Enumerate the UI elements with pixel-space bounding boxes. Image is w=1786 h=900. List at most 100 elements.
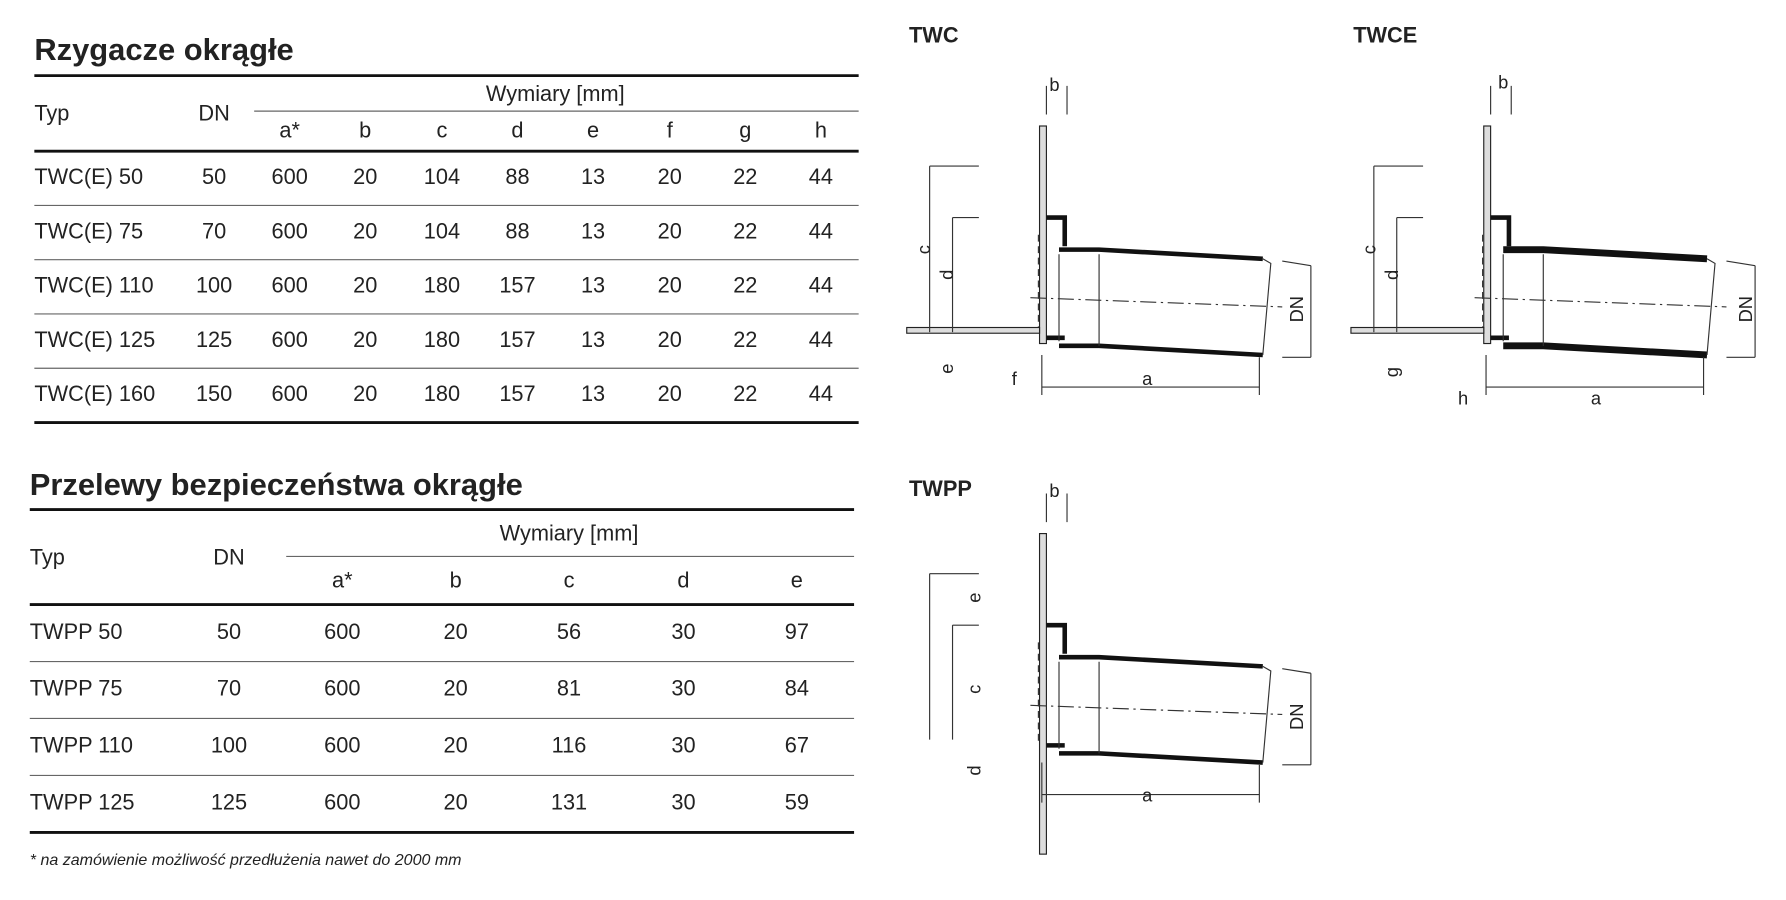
dimension-label: c [913, 245, 934, 254]
dimension-label: h [1458, 387, 1468, 408]
base-plate [1350, 326, 1485, 334]
dimension-label: DN [1286, 296, 1307, 322]
cell: 20 [658, 273, 682, 298]
header-cell: b [359, 117, 371, 142]
cell: TWPP 75 [30, 676, 123, 701]
cell: 44 [809, 164, 833, 189]
table-title: Przelewy bezpieczeństwa okrągłe [30, 467, 523, 502]
dimension [929, 85, 1312, 396]
header-cell: h [815, 117, 827, 142]
base-plate [906, 326, 1041, 334]
cell: 13 [581, 327, 605, 352]
wall-plate [1038, 533, 1047, 855]
cell: 44 [809, 273, 833, 298]
cell: 84 [785, 676, 809, 701]
cell: 20 [353, 164, 377, 189]
axis [1474, 297, 1727, 308]
dimension-label: d [936, 270, 957, 280]
cell: 180 [424, 327, 460, 352]
cell: 600 [324, 790, 360, 815]
cell: 50 [217, 619, 241, 644]
dimension-label: DN [1735, 296, 1756, 322]
header-cell: Typ [30, 545, 65, 570]
header-cell: d [511, 117, 523, 142]
diagram-drawing [906, 85, 1312, 396]
cell: 88 [505, 164, 529, 189]
cell: 50 [202, 164, 226, 189]
cell: 125 [196, 327, 232, 352]
cell: 180 [424, 273, 460, 298]
cell: 600 [324, 619, 360, 644]
diagram-title: TWCE [1353, 22, 1417, 47]
cell: 600 [272, 164, 308, 189]
cell: 600 [272, 327, 308, 352]
header-cell: DN [198, 100, 229, 125]
cell: 157 [499, 327, 535, 352]
dimension-label: b [1498, 71, 1508, 92]
cell: TWC(E) 160 [34, 381, 155, 406]
cell: 20 [353, 218, 377, 243]
cell: 70 [202, 218, 226, 243]
flange [1046, 215, 1068, 341]
header-cell: Typ [34, 100, 69, 125]
cell: 600 [324, 676, 360, 701]
dimension-label: a [1591, 387, 1602, 408]
dimension-label: c [963, 685, 984, 694]
cell: 104 [424, 218, 460, 243]
cell: 20 [658, 164, 682, 189]
cell: 20 [444, 790, 468, 815]
cell: TWC(E) 75 [34, 218, 143, 243]
cell: 22 [733, 273, 757, 298]
cell: 125 [211, 790, 247, 815]
cell: 104 [424, 164, 460, 189]
cell: 100 [211, 733, 247, 758]
header-cell: Wymiary [mm] [500, 520, 639, 545]
cell: TWPP 110 [30, 733, 133, 758]
cell: 131 [551, 790, 587, 815]
header-cell: b [450, 567, 462, 592]
dimension-label: DN [1286, 704, 1307, 730]
cell: 157 [499, 273, 535, 298]
cell: 20 [353, 273, 377, 298]
flange [1490, 215, 1512, 341]
header-cell: e [791, 567, 803, 592]
header-cell: e [587, 117, 599, 142]
pipe-inner [1058, 254, 1272, 356]
wall-plate [1038, 125, 1047, 345]
cell: 13 [581, 218, 605, 243]
dimension [1373, 85, 1756, 396]
cell: TWC(E) 110 [34, 273, 153, 298]
cell: 157 [499, 381, 535, 406]
cell: TWC(E) 50 [34, 164, 143, 189]
axis [1030, 297, 1283, 308]
cell: 30 [671, 619, 695, 644]
dimension-label: d [963, 765, 984, 775]
dimension-label: c [1358, 245, 1379, 254]
diagram-title: TWPP [909, 476, 972, 501]
cell: TWPP 125 [30, 790, 135, 815]
cell: 59 [785, 790, 809, 815]
cell: 22 [733, 218, 757, 243]
header-cell: c [436, 117, 447, 142]
footnote: * na zamówienie możliwość przedłużenia n… [30, 851, 462, 869]
cell: 22 [733, 164, 757, 189]
cell: 600 [272, 218, 308, 243]
cell: 97 [785, 619, 809, 644]
cell: 44 [809, 218, 833, 243]
pipe-inner [1502, 254, 1716, 356]
cell: 56 [557, 619, 581, 644]
cell: 20 [353, 327, 377, 352]
dimension [929, 493, 1312, 803]
cell: 100 [196, 273, 232, 298]
header-cell: f [667, 117, 674, 142]
cell: 20 [353, 381, 377, 406]
pipe-inner [1058, 661, 1272, 763]
cell: TWPP 50 [30, 619, 123, 644]
header-cell: d [677, 567, 689, 592]
diagram-title: TWC [909, 22, 959, 47]
cell: 30 [671, 676, 695, 701]
dimension-label: e [963, 593, 984, 603]
dimension-label: g [1381, 367, 1402, 377]
cell: 20 [444, 676, 468, 701]
cell: 13 [581, 381, 605, 406]
